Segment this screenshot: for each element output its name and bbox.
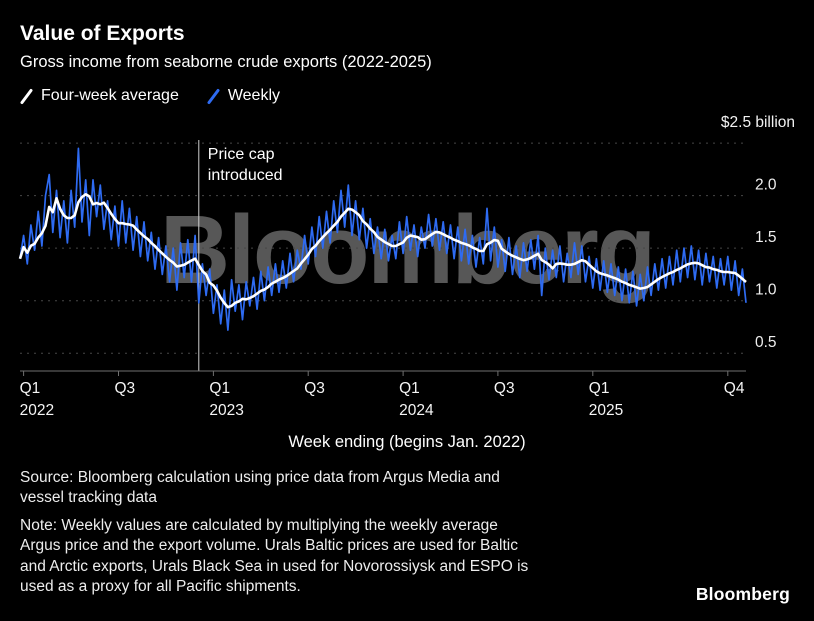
chart-area: Bloomberg 2.0 1.5 1.0 0.5 Q1 2022 Q3 Q1 2023 Q3 Q1… [0, 135, 814, 427]
x-tick-label: Q4 [724, 380, 745, 397]
x-tick-year: 2025 [589, 402, 623, 419]
x-tick-year: 2024 [399, 402, 434, 419]
price-cap-annotation-text: introduced [208, 167, 283, 184]
x-tick-label: Q1 [209, 380, 230, 397]
note-line-4: used as a proxy for all Pacific shipment… [20, 578, 301, 596]
source-line-2: vessel tracking data [20, 489, 157, 507]
y-tick-label: 1.0 [755, 282, 777, 299]
legend-label-weekly: Weekly [227, 87, 281, 104]
x-tick-label: Q3 [304, 380, 325, 397]
y-axis-top-label: $2.5 billion [720, 114, 795, 131]
note-text: Note: Weekly values are calculated by mu… [20, 516, 794, 598]
chart-title: Value of Exports [20, 22, 185, 45]
x-tick-year: 2022 [20, 402, 54, 419]
bloomberg-logo: Bloomberg [695, 584, 790, 604]
four-week-average-line-icon [20, 88, 33, 104]
source-text: Source: Bloomberg calculation using pric… [20, 468, 794, 509]
source-line-1: Source: Bloomberg calculation using pric… [20, 469, 500, 486]
note-line-3: and Arctic exports, Urals Black Sea in u… [20, 557, 529, 575]
chart-legend: Four-week average Weekly [0, 72, 814, 105]
four-week-average-line [18, 193, 747, 309]
line-chart: 2.0 1.5 1.0 0.5 Q1 2022 Q3 Q1 2023 Q3 Q1 2024 Q3 Q1 20… [18, 140, 777, 419]
x-axis-title: Week ending (begins Jan. 2022) [288, 433, 526, 451]
y-tick-label: 2.0 [755, 177, 777, 194]
x-tick-year: 2023 [209, 402, 243, 419]
chart-footer: Source: Bloomberg calculation using pric… [0, 452, 814, 598]
chart-subtitle: Gross income from seaborne crude exports… [20, 53, 432, 71]
legend-item-weekly: Weekly [207, 87, 280, 105]
note-line-2: Argus price and the export volume. Urals… [20, 537, 518, 555]
legend-item-four-week-average: Four-week average [20, 87, 179, 105]
y-tick-label: 1.5 [755, 229, 777, 246]
x-tick-label: Q1 [399, 380, 420, 397]
price-cap-annotation-text: Price cap [208, 146, 275, 163]
weekly-line [19, 147, 747, 331]
legend-label-four-week-average: Four-week average [41, 87, 179, 104]
x-tick-label: Q1 [20, 380, 41, 397]
weekly-line-icon [207, 88, 220, 104]
x-tick-label: Q1 [589, 380, 610, 397]
note-line-1: Note: Weekly values are calculated by mu… [20, 516, 498, 534]
x-tick-label: Q3 [115, 380, 136, 397]
x-tick-label: Q3 [494, 380, 515, 397]
y-tick-label: 0.5 [755, 334, 777, 351]
